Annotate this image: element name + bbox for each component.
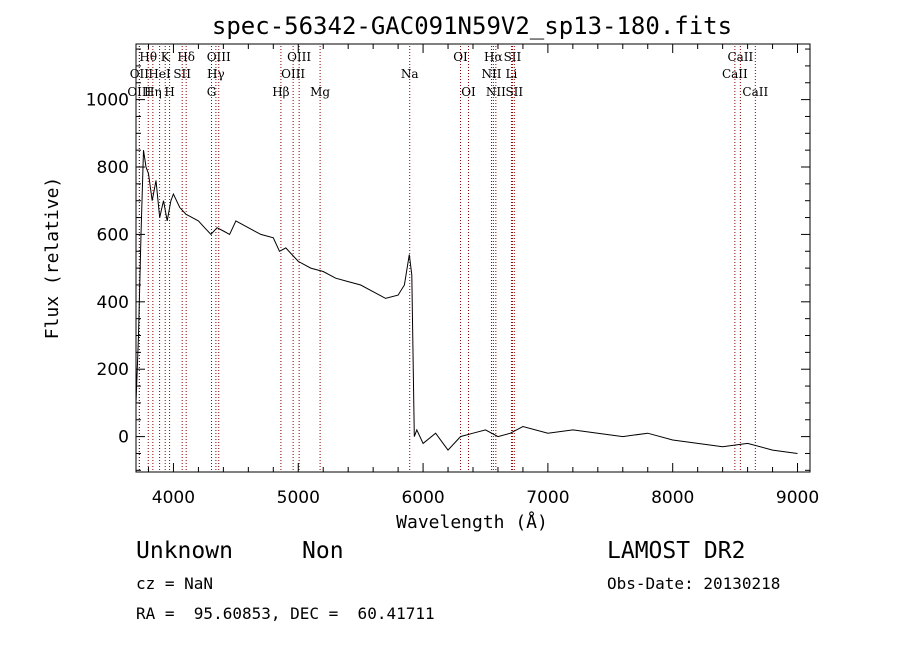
class-label: Unknown <box>136 538 233 564</box>
line-marker-label: G <box>207 85 217 99</box>
line-marker-label: OIII <box>281 67 305 81</box>
line-marker-label: NII <box>486 85 506 99</box>
coordinates-text: RA = 95.60853, DEC = 60.41711 <box>136 604 435 623</box>
line-marker-label: Mg <box>310 85 330 99</box>
line-marker-label: Hη <box>144 85 162 99</box>
y-tick-label: 1000 <box>86 91 129 111</box>
line-marker-label: CaII <box>727 50 753 64</box>
spectrum-line <box>135 150 798 454</box>
line-marker-label: OIII <box>207 50 231 64</box>
line-marker-label: OIII <box>287 50 311 64</box>
x-tick-label: 5000 <box>277 488 320 508</box>
subclass-label: Non <box>302 538 344 564</box>
x-tick-label: 8000 <box>651 488 694 508</box>
line-marker-label: Hγ <box>207 67 225 81</box>
line-marker-label: Hβ <box>272 85 289 99</box>
line-marker-label: HeI <box>148 67 171 81</box>
x-tick-label: 7000 <box>526 488 569 508</box>
y-tick-label: 0 <box>118 428 129 448</box>
line-marker-label: SII <box>505 85 523 99</box>
x-tick-label: 4000 <box>152 488 195 508</box>
chart-title: spec-56342-GAC091N59V2_sp13-180.fits <box>212 12 732 40</box>
line-marker-label: Na <box>401 67 419 81</box>
line-marker-label: NII <box>481 67 501 81</box>
emission-line-markers <box>138 46 756 472</box>
x-tick-label: 9000 <box>776 488 819 508</box>
line-marker-label: OI <box>453 50 468 64</box>
x-axis-ticks: 4000 5000 6000 7000 8000 9000 <box>147 44 819 508</box>
y-tick-label: 400 <box>97 293 129 313</box>
line-marker-label: CaII <box>742 85 768 99</box>
line-marker-label: H <box>164 85 174 99</box>
x-axis-label: Wavelength (Å) <box>396 511 548 533</box>
y-axis-label: Flux (relative) <box>42 177 63 340</box>
redshift-text: cz = NaN <box>136 574 214 593</box>
survey-label: LAMOST DR2 <box>607 538 746 564</box>
line-marker-label: OI <box>461 85 476 99</box>
line-marker-label: OIII <box>127 85 151 99</box>
obs-date-text: Obs-Date: 20130218 <box>607 574 781 593</box>
line-marker-label: K <box>161 50 171 64</box>
line-marker-label: Hα <box>484 50 503 64</box>
line-marker-label: CaII <box>722 67 748 81</box>
plot-frame <box>135 43 811 473</box>
y-tick-label: 600 <box>97 225 129 245</box>
line-marker-label: OII <box>130 67 150 81</box>
y-tick-label: 800 <box>97 158 129 178</box>
line-marker-label: Li <box>506 67 518 81</box>
x-tick-label: 6000 <box>401 488 444 508</box>
line-marker-label: Hθ <box>139 50 157 64</box>
y-axis-ticks: 0 200 400 600 800 1000 <box>86 48 810 471</box>
line-marker-label: Hδ <box>177 50 195 64</box>
line-marker-label: SII <box>173 67 191 81</box>
line-marker-label: SII <box>504 50 522 64</box>
y-tick-label: 200 <box>97 360 129 380</box>
